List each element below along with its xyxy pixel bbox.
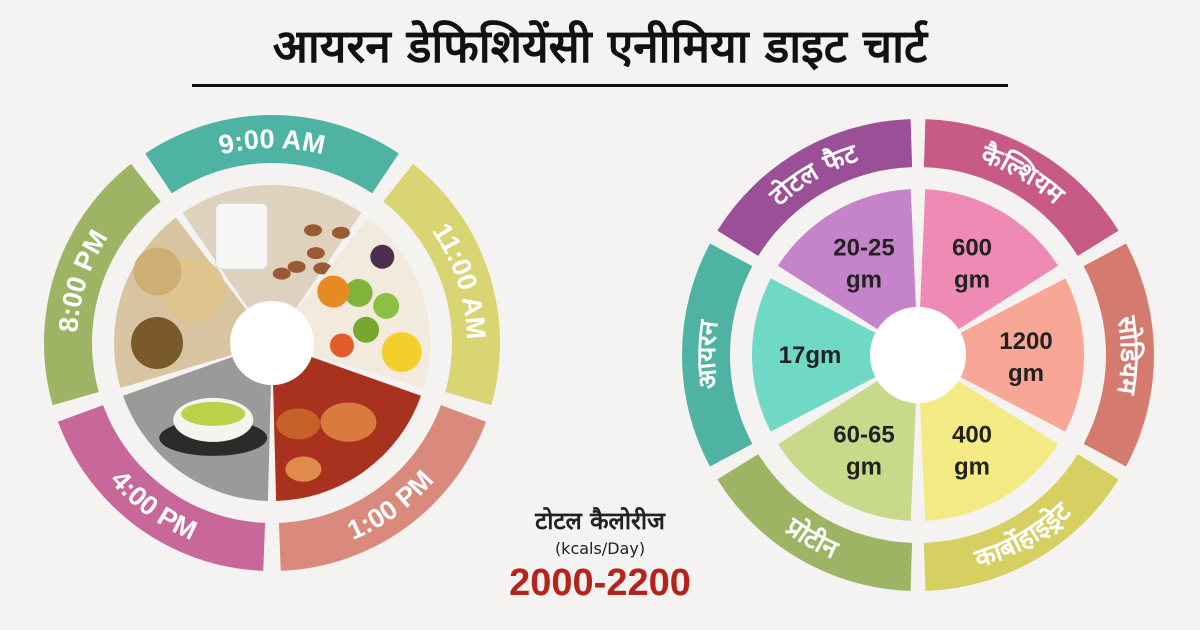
total-calories-box: टोटल कैलोरीज (kcals/Day) 2000-2200	[470, 504, 730, 605]
fruit	[317, 275, 350, 308]
fruit	[344, 279, 373, 307]
fruit	[373, 292, 400, 319]
nutrient-name: आयरन	[692, 317, 725, 390]
title-divider	[192, 84, 1008, 87]
nutrient-value-segment	[960, 278, 1084, 432]
meal-wheel-center	[230, 301, 314, 385]
nutrient-ring-segment	[717, 119, 913, 256]
almond	[287, 260, 306, 273]
almond	[306, 247, 325, 260]
fruit	[381, 332, 422, 373]
nutrient-value: 17gm	[779, 342, 842, 369]
nutrient-ring-segment	[717, 454, 913, 591]
page-title: आयरन डेफिशियेंसी एनीमिया डाइट चार्ट	[272, 19, 928, 73]
milk-glass	[215, 202, 269, 270]
nutrient-value: 400 gm	[952, 422, 992, 481]
nutrient-value: 60-65 gm	[833, 422, 894, 481]
nutrient-name: सोडियम	[1110, 313, 1145, 397]
almond	[304, 224, 323, 237]
total-calories-title: टोटल कैलोरीज	[535, 507, 665, 535]
fish-piece	[276, 408, 321, 440]
nutrient-ring-segment	[682, 243, 753, 467]
total-calories-unit: (kcals/Day)	[554, 539, 646, 558]
fruit	[353, 316, 380, 343]
nutrient-ring-segment	[923, 119, 1119, 256]
fruit	[329, 333, 354, 358]
fruit	[370, 244, 395, 269]
almond	[272, 267, 291, 280]
total-calories-value: 2000-2200	[509, 562, 691, 604]
nutrient-ring-segment	[1083, 243, 1155, 467]
nutrient-value: 600 gm	[952, 234, 992, 293]
meal-time-segment	[278, 405, 486, 571]
nutrient-wheel-center	[870, 307, 966, 403]
green-tea	[181, 401, 246, 426]
meal-time-segment	[145, 114, 399, 194]
nutrient-value-segment	[920, 189, 1059, 330]
almond	[331, 226, 350, 239]
nutrient-value: 20-25 gm	[833, 234, 894, 293]
meal-time-segment	[58, 405, 266, 571]
nutrient-value-segment	[777, 189, 916, 330]
roti-sabzi-item	[131, 317, 183, 369]
nutrient-value-segment	[777, 380, 916, 521]
fish-piece	[285, 456, 322, 482]
nutrient-value: 1200 gm	[999, 328, 1052, 387]
meal-time-segment	[383, 163, 501, 406]
nutrient-ring-segment	[923, 454, 1119, 591]
meal-time-segment	[44, 163, 161, 406]
nutrient-value-segment	[920, 380, 1059, 521]
fish-piece	[320, 402, 377, 442]
nutrient-value-segment	[752, 278, 876, 432]
almond	[313, 262, 332, 275]
roti-sabzi-item	[133, 247, 182, 296]
